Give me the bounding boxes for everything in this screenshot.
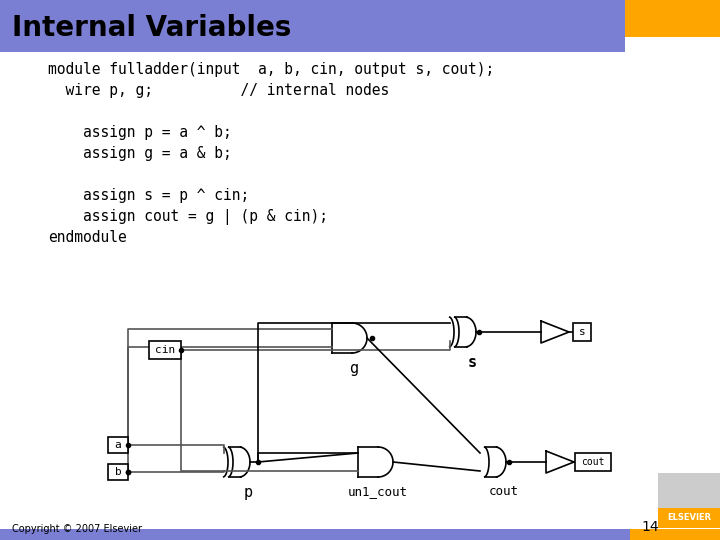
Text: s: s — [579, 327, 585, 337]
Text: un1_cout: un1_cout — [348, 485, 408, 498]
Text: assign p = a ^ b;: assign p = a ^ b; — [48, 125, 232, 140]
Text: assign s = p ^ cin;: assign s = p ^ cin; — [48, 188, 249, 203]
Text: g: g — [349, 361, 359, 376]
Text: 14: 14 — [642, 520, 659, 534]
Bar — [108, 437, 128, 453]
Bar — [149, 341, 181, 359]
Bar — [575, 453, 611, 471]
Bar — [658, 508, 720, 528]
Text: ELSEVIER: ELSEVIER — [667, 514, 711, 523]
Text: b: b — [114, 467, 122, 477]
Bar — [0, 0, 625, 52]
Text: assign g = a & b;: assign g = a & b; — [48, 146, 232, 161]
Bar — [108, 464, 128, 480]
Text: module fulladder(input  a, b, cin, output s, cout);: module fulladder(input a, b, cin, output… — [48, 62, 494, 77]
Bar — [0, 529, 630, 540]
Bar — [658, 473, 720, 528]
Text: cout: cout — [581, 457, 605, 467]
Bar — [625, 0, 720, 37]
Text: Copyright © 2007 Elsevier: Copyright © 2007 Elsevier — [12, 524, 142, 534]
Text: endmodule: endmodule — [48, 230, 127, 245]
Text: Internal Variables: Internal Variables — [12, 14, 292, 42]
Text: p: p — [243, 485, 253, 500]
Text: cin: cin — [155, 345, 175, 355]
Bar — [630, 529, 720, 540]
Text: cout: cout — [489, 485, 519, 498]
Text: wire p, g;          // internal nodes: wire p, g; // internal nodes — [48, 83, 390, 98]
Bar — [573, 323, 591, 341]
Bar — [658, 473, 720, 508]
Text: a: a — [114, 440, 122, 450]
Text: s: s — [467, 355, 477, 370]
Text: assign cout = g | (p & cin);: assign cout = g | (p & cin); — [48, 209, 328, 225]
